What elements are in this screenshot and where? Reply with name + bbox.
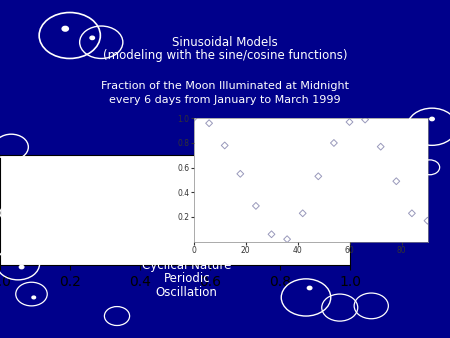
Point xyxy=(268,232,275,237)
Text: Periodic: Periodic xyxy=(163,272,210,285)
Point xyxy=(346,119,353,125)
Text: Fraction of the Moon Illuminated at Midnight: Fraction of the Moon Illuminated at Midn… xyxy=(101,81,349,91)
Point xyxy=(408,211,415,216)
Point xyxy=(190,116,197,121)
Point xyxy=(361,117,369,122)
Point xyxy=(377,144,384,149)
Point xyxy=(284,237,291,242)
Point xyxy=(424,218,431,223)
Text: Cyclical Nature: Cyclical Nature xyxy=(142,259,231,272)
Text: Oscillation: Oscillation xyxy=(156,286,218,299)
Point xyxy=(221,143,228,148)
Point xyxy=(393,178,400,184)
Text: Sinusoidal Models: Sinusoidal Models xyxy=(172,36,278,49)
Point xyxy=(330,140,338,146)
Text: every 6 days from January to March 1999: every 6 days from January to March 1999 xyxy=(109,95,341,105)
Point xyxy=(299,211,306,216)
Point xyxy=(315,174,322,179)
Text: (modeling with the sine/cosine functions): (modeling with the sine/cosine functions… xyxy=(103,49,347,62)
Point xyxy=(206,121,213,126)
Point xyxy=(237,171,244,176)
Point xyxy=(252,203,260,209)
